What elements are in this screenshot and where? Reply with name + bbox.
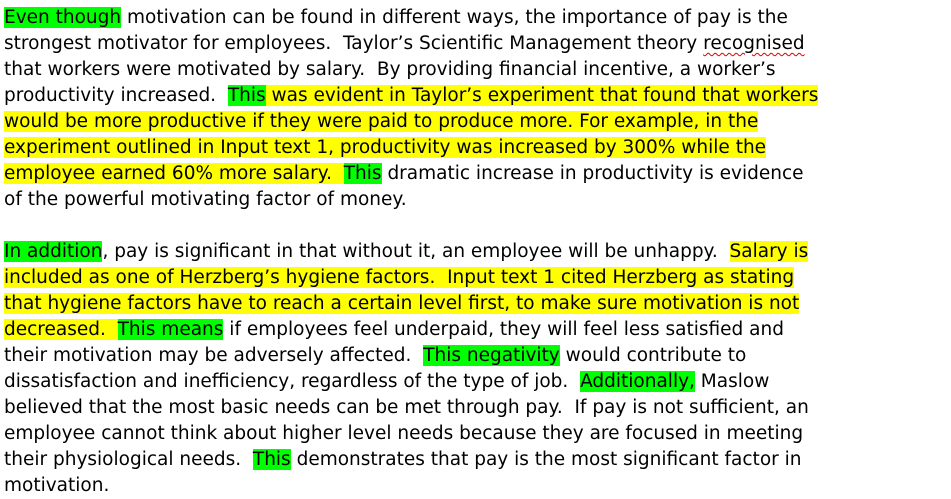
text-run: of the powerful motivating factor of mon… xyxy=(4,189,407,210)
text-run: dissatisfaction and inefficiency, regard… xyxy=(4,371,581,392)
text-run: believed that the most basic needs can b… xyxy=(4,397,809,418)
yellow-highlight-run: Salary is xyxy=(729,241,809,262)
text-run: that workers were motivated by salary. B… xyxy=(4,59,776,80)
green-highlight-run: This means xyxy=(117,319,224,340)
text-run: strongest motivator for employees. Taylo… xyxy=(4,33,704,54)
text-run: productivity increased. xyxy=(4,85,228,106)
green-highlight-run: This xyxy=(252,449,291,470)
text-run: dramatic increase in productivity is evi… xyxy=(381,163,804,184)
document-body[interactable]: Even though motivation can be found in d… xyxy=(4,5,948,499)
green-highlight-run: This xyxy=(227,85,266,106)
yellow-highlight-run: included as one of Herzberg’s hygiene fa… xyxy=(4,267,795,288)
text-line: included as one of Herzberg’s hygiene fa… xyxy=(4,265,948,291)
text-line: believed that the most basic needs can b… xyxy=(4,395,948,421)
paragraph-1: Even though motivation can be found in d… xyxy=(4,5,948,213)
yellow-highlight-run: was evident in Taylor’s experiment that … xyxy=(265,85,819,106)
text-line: decreased. This means if employees feel … xyxy=(4,317,948,343)
text-line: their physiological needs. This demonstr… xyxy=(4,447,948,473)
text-line: employee earned 60% more salary. This dr… xyxy=(4,161,948,187)
yellow-highlight-run: experiment outlined in Input text 1, pro… xyxy=(4,137,767,158)
green-highlight-run: This negativity xyxy=(423,345,560,366)
text-run: employee cannot think about higher level… xyxy=(4,423,804,444)
paragraph-2: In addition, pay is significant in that … xyxy=(4,239,948,499)
text-line: experiment outlined in Input text 1, pro… xyxy=(4,135,948,161)
paragraph-spacer xyxy=(4,213,948,239)
yellow-highlight-run: employee earned 60% more salary. xyxy=(4,163,344,184)
text-line: would be more productive if they were pa… xyxy=(4,109,948,135)
text-run: their motivation may be adversely affect… xyxy=(4,345,424,366)
text-line: dissatisfaction and inefficiency, regard… xyxy=(4,369,948,395)
text-run: , pay is significant in that without it,… xyxy=(102,241,730,262)
text-line: motivation. xyxy=(4,473,948,499)
green-highlight-run: In addition xyxy=(4,241,103,262)
yellow-highlight-run: decreased. xyxy=(4,319,118,340)
text-run: Maslow xyxy=(694,371,770,392)
text-line: employee cannot think about higher level… xyxy=(4,421,948,447)
green-highlight-run: This xyxy=(343,163,382,184)
text-line: Even though motivation can be found in d… xyxy=(4,5,948,31)
green-highlight-run: Additionally, xyxy=(580,371,695,392)
spelling-flagged-word: recognised xyxy=(703,33,805,54)
yellow-highlight-run: that hygiene factors have to reach a cer… xyxy=(4,293,800,314)
text-run: demonstrates that pay is the most signif… xyxy=(290,449,802,470)
text-line: productivity increased. This was evident… xyxy=(4,83,948,109)
text-line: that hygiene factors have to reach a cer… xyxy=(4,291,948,317)
text-run: motivation. xyxy=(4,475,110,496)
text-line: their motivation may be adversely affect… xyxy=(4,343,948,369)
green-highlight-run: Even though xyxy=(4,7,122,28)
text-line: strongest motivator for employees. Taylo… xyxy=(4,31,948,57)
text-line: In addition, pay is significant in that … xyxy=(4,239,948,265)
text-run: would contribute to xyxy=(559,345,747,366)
text-line: of the powerful motivating factor of mon… xyxy=(4,187,948,213)
text-run: if employees feel underpaid, they will f… xyxy=(223,319,784,340)
text-run: their physiological needs. xyxy=(4,449,253,470)
text-run: motivation can be found in different way… xyxy=(121,7,788,28)
yellow-highlight-run: would be more productive if they were pa… xyxy=(4,111,759,132)
text-line: that workers were motivated by salary. B… xyxy=(4,57,948,83)
